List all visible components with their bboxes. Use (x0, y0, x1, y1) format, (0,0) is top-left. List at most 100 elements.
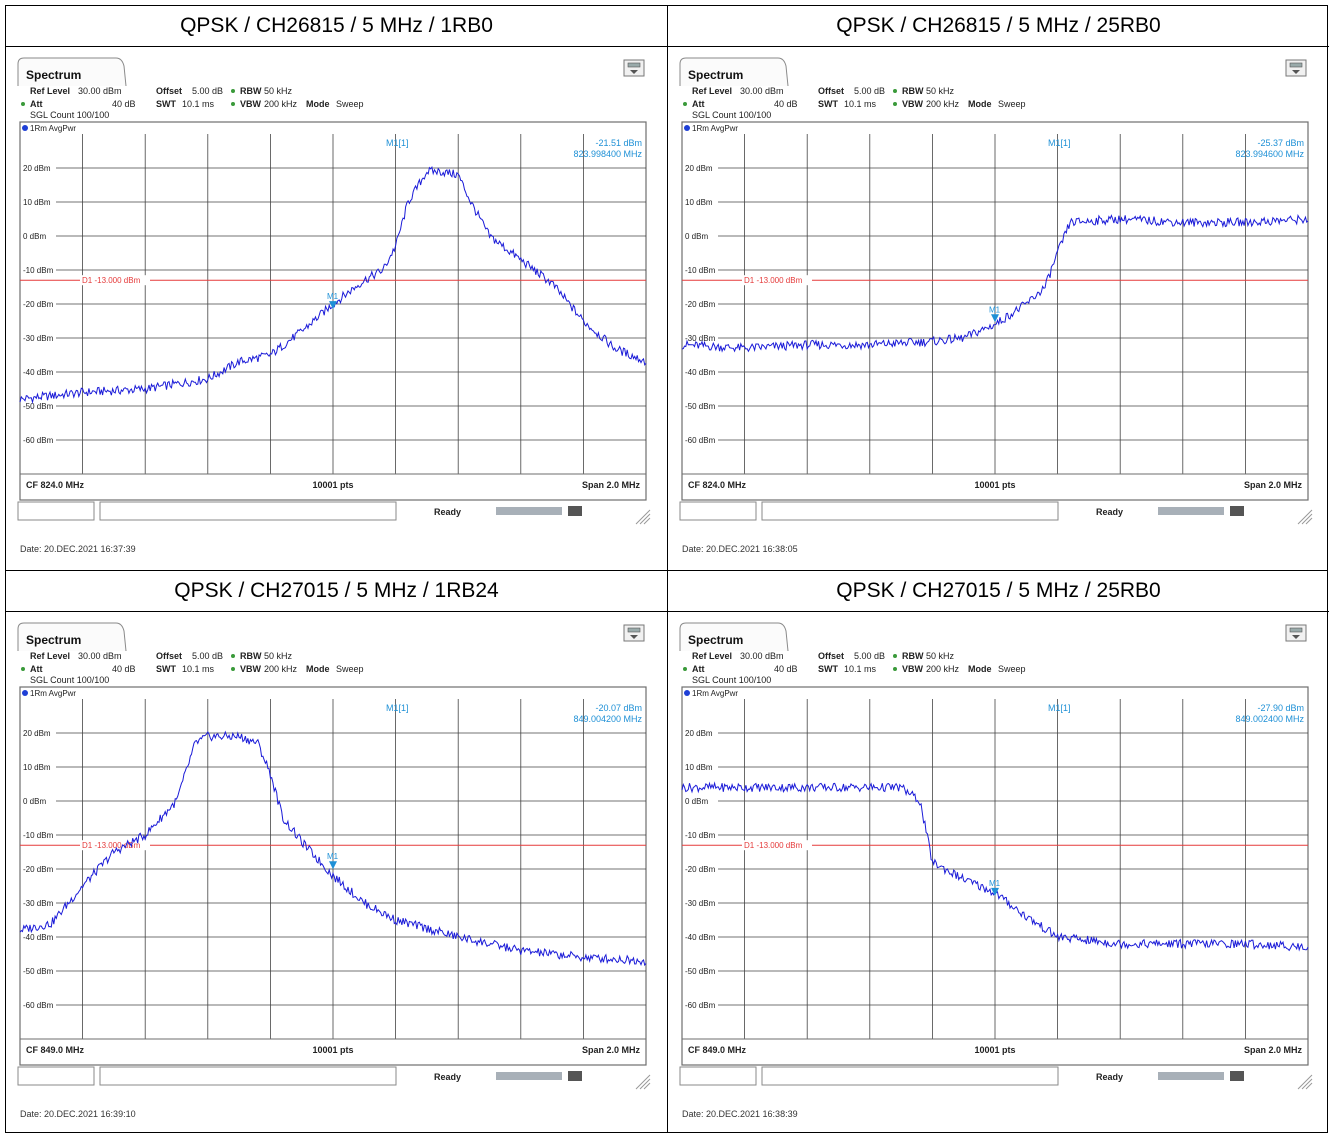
marker-m1[interactable] (991, 314, 999, 323)
marker-readout-frequency: 849.004200 MHz (573, 714, 642, 724)
toolbar-icon-arrow (630, 70, 638, 74)
att-coupled-dot (683, 667, 687, 671)
mode-value: Sweep (998, 99, 1026, 109)
y-tick-label: 0 dBm (685, 797, 708, 806)
sweep-progress-bar (1158, 1072, 1224, 1080)
cell-title: QPSK / CH27015 / 5 MHz / 25RB0 (836, 579, 1161, 602)
y-tick-label: 20 dBm (23, 164, 51, 173)
swt-label: SWT (156, 99, 176, 109)
instrument-status-icon (568, 506, 582, 516)
center-frequency: CF 824.0 MHz (688, 480, 747, 490)
y-tick-label: 10 dBm (685, 198, 713, 207)
cell-title-divider (6, 46, 667, 47)
trace-indicator (22, 690, 28, 696)
y-tick-label: -60 dBm (23, 436, 54, 445)
cell-title: QPSK / CH26815 / 5 MHz / 1RB0 (180, 14, 493, 37)
spectrum-tab-label: Spectrum (688, 633, 743, 647)
y-tick-label: -20 dBm (685, 865, 716, 874)
att-value: 40 dB (774, 99, 798, 109)
swt-value: 10.1 ms (844, 99, 877, 109)
grid (56, 134, 646, 474)
marker-m1[interactable] (329, 861, 337, 870)
spectrum-screenshot: Spectrum Ref Level 30.00 dBm Offset 5.00 dB R… (678, 619, 1318, 1129)
marker-readout-label: M1[1] (386, 703, 409, 713)
limit-label-bg (80, 275, 150, 286)
spectrum-tab[interactable] (17, 622, 127, 652)
y-tick-label: -40 dBm (23, 933, 54, 942)
toolbar-icon[interactable] (1285, 624, 1307, 642)
limit-label-bg (80, 840, 150, 851)
y-tick-label: -60 dBm (23, 1001, 54, 1010)
resize-grip-icon[interactable] (635, 509, 651, 525)
status-box-left (17, 501, 95, 521)
trace-label: 1Rm AvgPwr (692, 124, 738, 133)
vbw-value: 200 kHz (264, 99, 298, 109)
y-tick-label: -30 dBm (685, 334, 716, 343)
swt-value: 10.1 ms (844, 664, 877, 674)
resize-grip-icon[interactable] (1297, 1074, 1313, 1090)
y-tick-label: -60 dBm (685, 436, 716, 445)
sweep-points: 10001 pts (974, 1045, 1015, 1055)
y-tick-label: -60 dBm (685, 1001, 716, 1010)
ref-level-value: 30.00 dBm (78, 651, 122, 661)
spectrum-tab-label: Spectrum (26, 68, 81, 82)
att-coupled-dot (21, 102, 25, 106)
trace-label: 1Rm AvgPwr (30, 689, 76, 698)
offset-value: 5.00 dB (192, 651, 223, 661)
swt-value: 10.1 ms (182, 664, 215, 674)
att-label: Att (30, 664, 43, 674)
spectrum-tab-label: Spectrum (688, 68, 743, 82)
y-tick-label: 20 dBm (23, 729, 51, 738)
resize-grip-icon[interactable] (635, 1074, 651, 1090)
center-frequency: CF 849.0 MHz (688, 1045, 747, 1055)
resize-grip-icon[interactable] (1297, 509, 1313, 525)
status-box-left (17, 1066, 95, 1086)
offset-label: Offset (818, 651, 844, 661)
trace-line (681, 213, 1309, 353)
spectrum-tab[interactable] (679, 622, 789, 652)
vbw-coupled-dot (231, 667, 235, 671)
center-frequency: CF 824.0 MHz (26, 480, 85, 490)
frequency-span: Span 2.0 MHz (582, 1045, 641, 1055)
toolbar-icon-glyph (1289, 62, 1303, 68)
toolbar-icon[interactable] (623, 624, 645, 642)
trace-indicator (684, 690, 690, 696)
limit-line-label: D1 -13.000 dBm (744, 276, 803, 285)
marker-m1[interactable] (329, 301, 337, 310)
marker-m1[interactable] (991, 887, 999, 896)
cell-title: QPSK / CH27015 / 5 MHz / 1RB24 (174, 579, 499, 602)
toolbar-icon[interactable] (623, 59, 645, 77)
cell-title-divider (668, 611, 1329, 612)
att-label: Att (692, 664, 705, 674)
center-frequency: CF 849.0 MHz (26, 1045, 85, 1055)
mode-label: Mode (968, 99, 992, 109)
rbw-coupled-dot (893, 89, 897, 93)
mode-value: Sweep (336, 99, 364, 109)
spectrum-tab[interactable] (17, 57, 127, 87)
ref-level-label: Ref Level (692, 651, 732, 661)
vbw-label: VBW (902, 99, 924, 109)
screenshot-date: Date: 20.DEC.2021 16:37:39 (20, 544, 136, 554)
grid (718, 134, 1308, 474)
offset-value: 5.00 dB (854, 86, 885, 96)
rbw-value: 50 kHz (926, 86, 955, 96)
status-box-left (679, 1066, 757, 1086)
status-ready: Ready (434, 507, 461, 517)
limit-label-bg (742, 275, 812, 286)
marker-readout-level: -21.51 dBm (595, 138, 642, 148)
table-divider-horizontal (6, 570, 1327, 571)
y-tick-label: 20 dBm (685, 729, 713, 738)
spectrum-tab[interactable] (679, 57, 789, 87)
status-box-message (761, 1066, 1059, 1086)
frequency-span: Span 2.0 MHz (582, 480, 641, 490)
y-tick-label: -10 dBm (685, 831, 716, 840)
sweep-progress-bar (1158, 507, 1224, 515)
y-tick-label: 0 dBm (23, 232, 46, 241)
rbw-value: 50 kHz (264, 651, 293, 661)
rbw-coupled-dot (893, 654, 897, 658)
offset-value: 5.00 dB (192, 86, 223, 96)
marker-readout-frequency: 849.002400 MHz (1235, 714, 1304, 724)
offset-label: Offset (156, 86, 182, 96)
att-coupled-dot (683, 102, 687, 106)
toolbar-icon[interactable] (1285, 59, 1307, 77)
